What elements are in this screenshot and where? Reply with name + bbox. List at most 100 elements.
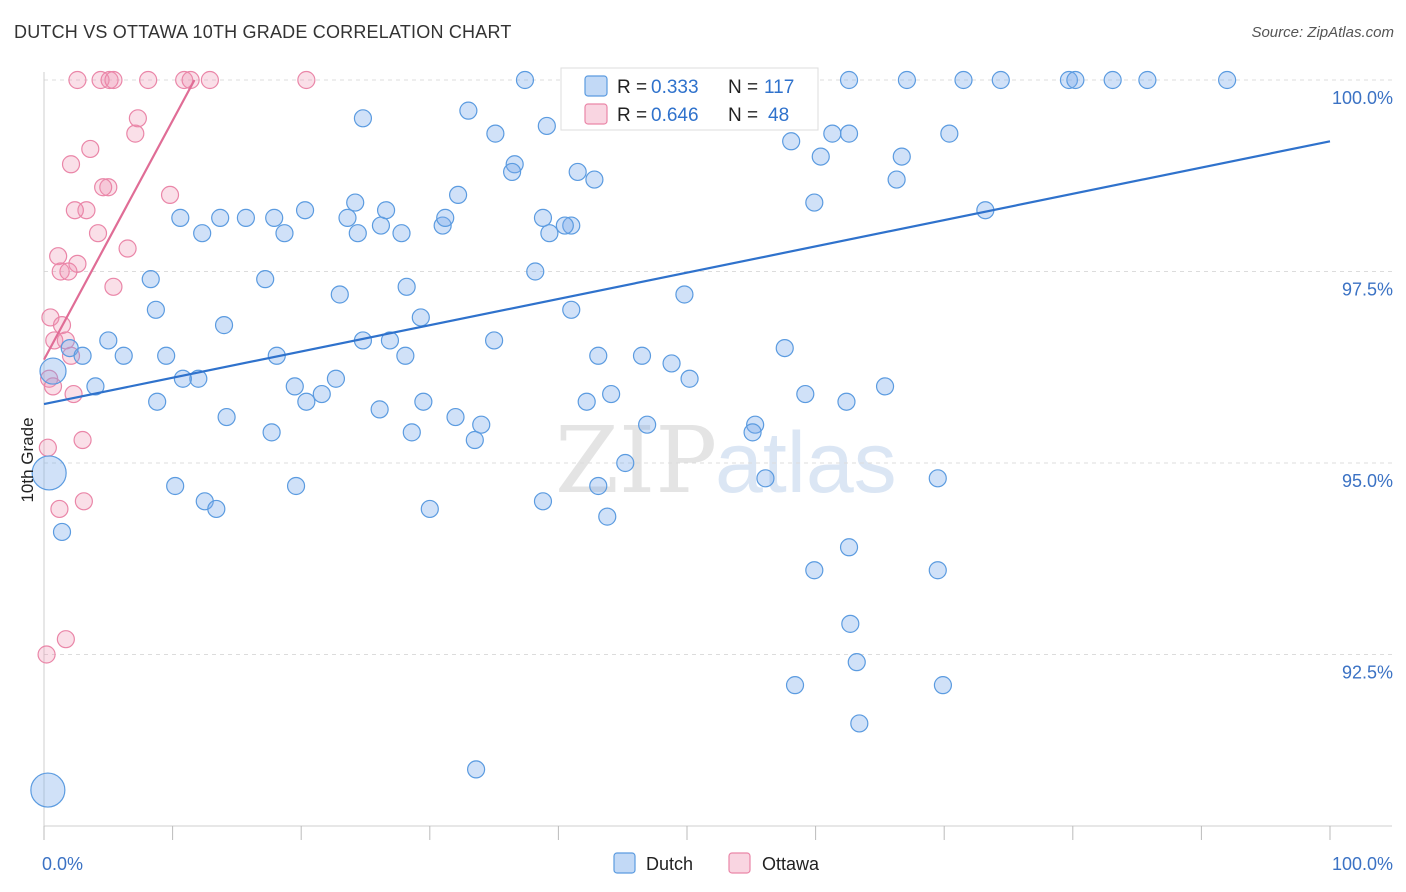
dutch-point (562, 216, 581, 235)
dutch-point (940, 124, 959, 143)
dutch-point (928, 469, 947, 488)
y-tick-label: 95.0% (1342, 471, 1393, 491)
ottawa-n-value: 48 (768, 105, 789, 126)
dutch-point (166, 476, 185, 496)
ottawa-point (37, 645, 56, 664)
dutch-point (515, 70, 535, 90)
axes (43, 72, 1392, 840)
ottawa-point (88, 224, 108, 243)
dutch-point (954, 70, 973, 90)
ottawa-point (50, 499, 69, 519)
dutch-point (285, 377, 304, 396)
x-tick-label-start: 0.0% (42, 854, 83, 874)
dutch-point (420, 499, 439, 519)
dutch-point (598, 507, 617, 526)
dutch-point-large (39, 357, 67, 385)
dutch-point (141, 270, 160, 289)
dutch-point (326, 369, 346, 388)
dutch-point (577, 392, 596, 411)
ottawa-point (128, 109, 147, 128)
dutch-point (782, 132, 801, 151)
dutch-point (330, 285, 349, 304)
y-tick-label: 100.0% (1332, 88, 1393, 108)
ottawa-r-label: R = (617, 105, 647, 126)
ottawa-point (118, 239, 137, 258)
dutch-point (1218, 70, 1237, 90)
dutch-point (472, 415, 491, 434)
dutch-point (850, 714, 869, 733)
dutch-point (446, 407, 465, 427)
dutch-point (189, 369, 208, 388)
dutch-point (805, 193, 824, 212)
dutch-point (928, 561, 947, 580)
ottawa-n-label: N = (728, 105, 758, 126)
legend-dutch-label: Dutch (646, 854, 693, 874)
dutch-point (568, 162, 587, 182)
dutch-point (892, 147, 911, 166)
dutch-point (1138, 70, 1157, 90)
dutch-point (396, 346, 415, 365)
dutch-point (805, 561, 824, 580)
dutch-point (99, 331, 118, 350)
dutch-point (286, 476, 306, 496)
dutch-point (1059, 70, 1079, 90)
dutch-point (933, 676, 953, 695)
dutch-point (662, 354, 681, 373)
dutch-trend-line (43, 140, 1331, 406)
dutch-n-label: N = (728, 77, 758, 98)
stats-legend-box (560, 67, 819, 131)
dutch-point (448, 185, 468, 204)
dutch-point (370, 400, 389, 419)
dutch-n-value: 117 (764, 77, 794, 98)
dutch-point (887, 170, 906, 189)
watermark-zip: ZIP (555, 407, 717, 514)
ottawa-point (51, 262, 70, 281)
dutch-point (73, 346, 92, 365)
ottawa-points (37, 70, 316, 664)
trend-lines (43, 79, 1331, 406)
dutch-point (1066, 70, 1085, 90)
dutch-point (756, 469, 775, 488)
ottawa-point (65, 201, 84, 220)
dutch-point (847, 653, 866, 672)
dutch-point (775, 339, 794, 358)
ottawa-trend-line (43, 79, 196, 361)
dutch-point (459, 101, 478, 120)
dutch-point (537, 116, 556, 136)
ottawa-point (43, 377, 63, 396)
dutch-point (211, 208, 230, 227)
dutch-point (743, 423, 762, 442)
dutch-point-large (31, 455, 67, 491)
dutch-point (602, 384, 621, 404)
dutch-point (148, 392, 167, 411)
dutch-point (214, 316, 234, 335)
dutch-point (114, 346, 133, 365)
dutch-point (466, 760, 486, 779)
ottawa-point (160, 185, 180, 204)
ottawa-point (104, 70, 123, 90)
dutch-point (348, 224, 367, 243)
dutch-r-value: 0.333 (651, 77, 699, 98)
ottawa-point (38, 438, 57, 457)
dutch-points (30, 70, 1237, 808)
dutch-point (485, 331, 504, 350)
ottawa-point (297, 70, 316, 90)
dutch-point (526, 262, 545, 281)
ottawa-point (100, 70, 119, 90)
x-tick-label-end: 100.0% (1332, 854, 1393, 874)
series-legend: Dutch Ottawa (613, 852, 820, 874)
dutch-point (839, 538, 859, 557)
source-label: Source: ZipAtlas.com (1251, 24, 1394, 41)
tick-labels: 92.5% 95.0% 97.5% 100.0% 0.0% 100.0% (42, 88, 1393, 874)
ottawa-point (94, 178, 113, 197)
ottawa-point (59, 262, 78, 281)
dutch-point (265, 208, 284, 227)
dutch-point (616, 453, 635, 473)
y-tick-label: 97.5% (1342, 280, 1393, 300)
ottawa-point (99, 178, 118, 197)
dutch-point (811, 147, 830, 166)
ottawa-point (74, 492, 93, 511)
dutch-point (533, 208, 553, 227)
ottawa-point (61, 155, 81, 174)
